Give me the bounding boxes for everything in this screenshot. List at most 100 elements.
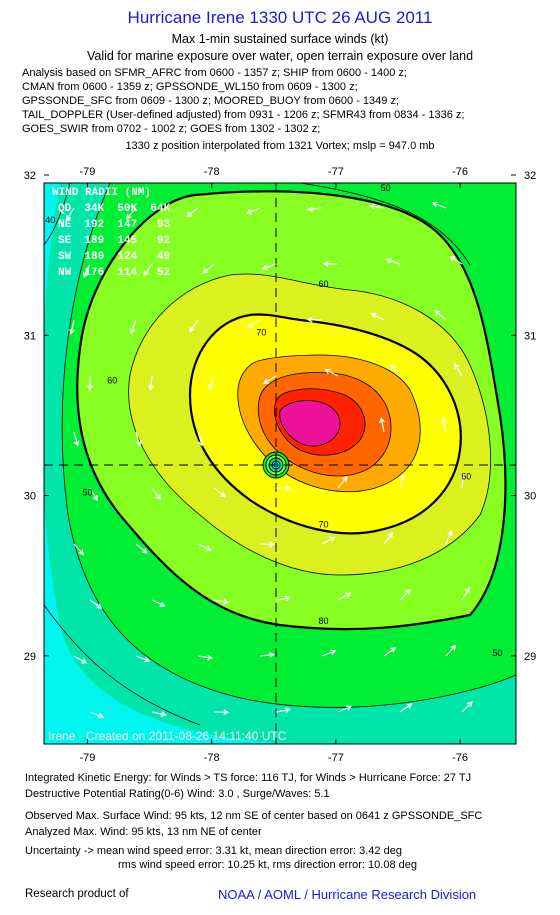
wind-arrow-head: [431, 201, 438, 208]
wind-arrow-head: [404, 589, 411, 595]
y-tick-label: 32: [24, 170, 36, 182]
wind-arrow: [186, 207, 199, 217]
wind-arrow-head: [185, 211, 192, 218]
wind-arrow-head: [434, 310, 441, 316]
wind-arrow: [143, 263, 153, 276]
wind-arrow: [370, 205, 385, 209]
observed-max-line: Observed Max. Surface Wind: 95 kts, 12 n…: [25, 810, 483, 822]
wind-arrow-head: [223, 709, 230, 716]
wind-arrow-head: [454, 362, 460, 370]
wind-arrow-head: [222, 598, 229, 605]
analysis-source-line: CMAN from 0600 - 1359 z; GPSSONDE_WL150 …: [22, 81, 358, 93]
plot-frame: [43, 182, 517, 745]
uncertainty-line-1: Uncertainty -> mean wind speed error: 3.…: [25, 845, 402, 857]
y-tick-label: 29: [524, 651, 536, 663]
position-note: 1330 z position interpolated from 1321 V…: [125, 140, 435, 152]
wind-arrow: [337, 592, 351, 601]
wind-arrow: [275, 708, 290, 713]
wind-arrow: [308, 207, 323, 211]
wind-arrow-head: [144, 656, 151, 663]
wind-arrow-head: [69, 328, 75, 335]
y-tick-label: 31: [524, 330, 536, 342]
wind-arrow: [275, 597, 290, 601]
wind-arrow-head: [78, 549, 85, 556]
wind-arrow: [461, 701, 473, 713]
wind-arrow: [208, 375, 215, 390]
wind-arrow-head: [205, 545, 212, 551]
axis-ticks: -79 -79 -78 -78 -77 -77 -76 -76 29 29 30 30 31 31 32 32: [24, 166, 537, 764]
wind-radii-row: NW 176 114 52: [58, 267, 170, 279]
contour-label: 70: [318, 520, 328, 530]
wind-arrow-head: [449, 255, 456, 262]
wind-arrow: [371, 313, 385, 321]
wind-radii-header: QD 34K 50K 64K: [58, 203, 171, 215]
wind-arrow: [135, 655, 150, 662]
wind-arrow-head: [155, 494, 162, 501]
wind-arrow: [73, 655, 87, 664]
wind-arrow-head: [322, 260, 329, 267]
wind-arrow-head: [329, 649, 337, 656]
wind-arrow-head: [466, 701, 473, 708]
y-tick-label: 30: [524, 491, 536, 503]
wind-arrow-head: [269, 541, 276, 548]
x-tick-label: -76: [452, 166, 468, 178]
wind-arrow: [70, 319, 75, 334]
wind-arrow: [399, 703, 412, 713]
wind-arrow-head: [141, 548, 148, 554]
wind-arrow-head: [83, 271, 89, 278]
uncertainty-line-2: rms wind speed error: 10.25 kt, rms dire…: [118, 859, 417, 871]
contour-label: 60: [318, 279, 328, 289]
wind-arrow: [135, 431, 141, 446]
band-max: [279, 400, 341, 447]
wind-arrow: [383, 647, 396, 657]
ike-line: Integrated Kinetic Energy: for Winds > T…: [25, 772, 472, 784]
contour-label: 60: [107, 375, 117, 385]
wind-arrow: [126, 207, 137, 220]
y-tick-label: 29: [24, 651, 36, 663]
wind-arrow: [435, 310, 447, 321]
wind-radii-table: WIND RADII (NM) QD 34K 50K 64K NE 192 14…: [52, 187, 171, 279]
wind-arrow-head: [368, 203, 376, 210]
wind-arrow: [202, 263, 215, 274]
wind-arrow-head: [66, 214, 72, 222]
wind-arrow: [197, 543, 211, 551]
outer-contour: [44, 604, 201, 726]
creation-watermark: Irene - Created on 2011-08-26 14:11:40 U…: [48, 729, 287, 743]
wind-arrow-head: [460, 472, 466, 479]
wind-arrow: [432, 202, 447, 209]
wind-arrow: [89, 599, 102, 609]
wind-arrow: [247, 319, 261, 328]
wind-radii-row: NE 192 147 93: [58, 219, 171, 231]
wind-radii-row: SE 189 145 92: [58, 235, 170, 247]
wind-arrow: [399, 589, 411, 601]
wind-arrow-head: [390, 364, 396, 371]
x-tick-label: -77: [328, 752, 344, 764]
contour-label: 50: [381, 183, 391, 193]
wind-arrow-head: [341, 476, 348, 483]
wind-arrow: [197, 431, 203, 446]
wind-arrow-head: [143, 270, 149, 277]
wind-arrow: [213, 599, 228, 604]
x-tick-label: -78: [204, 166, 220, 178]
wind-arrow: [445, 645, 456, 657]
wind-arrow-head: [447, 529, 453, 537]
analyzed-max-line: Analyzed Max. Wind: 95 kts, 13 nm NE of …: [25, 826, 262, 838]
wind-arrow-head: [324, 368, 331, 375]
contour-label: 70: [256, 327, 266, 337]
x-tick-label: -79: [80, 166, 96, 178]
wind-arrow: [390, 364, 401, 377]
wind-arrow-head: [464, 586, 470, 594]
y-tick-label: 30: [24, 491, 36, 503]
wind-arrow: [73, 431, 79, 446]
contour-label: 50: [82, 488, 92, 498]
x-tick-label: -77: [328, 166, 344, 178]
wind-arrow-head: [197, 440, 204, 447]
wind-arrow: [263, 375, 277, 384]
y-tick-label: 31: [24, 330, 36, 342]
contour-label: 60: [461, 472, 471, 482]
wind-arrow: [380, 418, 385, 433]
wind-arrow: [386, 258, 401, 265]
wind-arrow: [449, 256, 463, 265]
wind-arrow-head: [345, 705, 353, 711]
wind-arrow: [461, 587, 470, 601]
